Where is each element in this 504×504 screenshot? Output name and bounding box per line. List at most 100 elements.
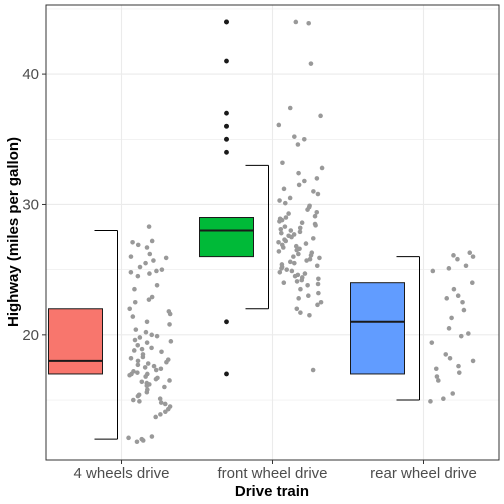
jitter-point (289, 268, 295, 274)
jitter-point (277, 198, 282, 203)
jitter-point (167, 311, 173, 317)
jitter-point (286, 211, 291, 216)
jitter-point (298, 286, 303, 292)
jitter-point (470, 358, 476, 364)
jitter-point (281, 186, 287, 192)
jitter-point (127, 372, 132, 378)
jitter-point (317, 255, 322, 261)
jitter-point (135, 358, 141, 364)
jitter-point (441, 396, 446, 402)
jitter-point (291, 254, 296, 259)
jitter-point (159, 267, 165, 272)
jitter-point (313, 223, 318, 228)
jitter-point (318, 113, 323, 119)
box-layer (48, 19, 420, 440)
jitter-point (163, 409, 168, 415)
jitter-point (158, 366, 164, 372)
jitter-point (451, 253, 456, 258)
jitter-point (287, 195, 293, 201)
outlier-point (224, 136, 229, 142)
jitter-point (153, 376, 159, 382)
jitter-point (144, 383, 150, 388)
jitter-point (296, 251, 301, 257)
jitter-point (128, 356, 134, 361)
jitter-point (294, 279, 300, 284)
jitter-point (280, 245, 286, 250)
jitter-point (428, 399, 433, 404)
jitter-point (306, 20, 311, 26)
jitter-point (310, 367, 316, 373)
jitter-point (447, 356, 453, 361)
jitter-point (149, 238, 155, 244)
jitter-point (154, 283, 160, 288)
jitter-point (164, 359, 169, 365)
jitter-point (284, 267, 289, 272)
jitter-point (449, 315, 454, 321)
jitter-point (157, 396, 163, 402)
jitter-point (294, 306, 300, 312)
jitter-point (305, 283, 310, 288)
jitter-point (132, 286, 137, 292)
jitter-point (463, 263, 469, 269)
jitter-point (302, 178, 307, 184)
jitter-point (149, 434, 155, 439)
jitter-point (287, 105, 293, 111)
jitter-point (296, 170, 301, 176)
jitter-point (451, 286, 457, 292)
jitter-point (436, 378, 441, 383)
jitter-point (316, 290, 321, 296)
jitter-point (282, 224, 288, 229)
jitter-point (145, 361, 151, 366)
jitter-point (134, 439, 140, 445)
jitter-point (144, 319, 150, 325)
jitter-point (297, 225, 303, 231)
jitter-point (126, 435, 131, 441)
x-tick-label: 4 wheels drive (74, 465, 170, 482)
jitter-point (280, 160, 285, 166)
jitter-point (289, 234, 294, 240)
jitter-point (277, 269, 283, 275)
box-iqr (350, 282, 405, 375)
box-iqr (48, 308, 103, 375)
jitter-point (162, 401, 168, 407)
jitter-point (443, 352, 449, 357)
jitter-point (292, 260, 297, 266)
jitter-point (278, 226, 284, 232)
jitter-point (149, 345, 154, 351)
jitter-point (142, 365, 148, 370)
jitter-point (131, 348, 137, 353)
jitter-point (314, 176, 320, 181)
jitter-point (167, 322, 172, 327)
jitter-point (128, 254, 134, 259)
jitter-point (314, 209, 320, 215)
jitter-point (135, 273, 141, 279)
jitter-point (130, 239, 135, 245)
outlier-point (224, 123, 229, 129)
jitter-point (315, 281, 321, 287)
jitter-point (132, 337, 138, 343)
jitter-point (311, 189, 316, 194)
jitter-point (446, 266, 452, 271)
jitter-point (305, 207, 310, 212)
jitter-point (159, 349, 164, 355)
jitter-point (455, 256, 460, 262)
jitter-point (135, 242, 141, 248)
jitter-point (153, 367, 159, 373)
jitter-point (292, 134, 297, 139)
jitter-point (460, 299, 465, 305)
jitter-point (299, 220, 305, 226)
jitter-point (143, 374, 148, 379)
jitter-point (446, 326, 452, 331)
jitter-point (137, 264, 143, 270)
jitter-point (144, 340, 150, 345)
jitter-point (143, 260, 148, 266)
jitter-point (296, 182, 302, 188)
jitter-point (137, 399, 142, 404)
jitter-point (294, 247, 300, 253)
jitter-point (308, 61, 314, 66)
jitter-point (470, 280, 475, 285)
jitter-point (146, 297, 152, 302)
jitter-point (162, 384, 167, 390)
jitter-point (461, 307, 467, 313)
jitter-point (276, 239, 281, 245)
